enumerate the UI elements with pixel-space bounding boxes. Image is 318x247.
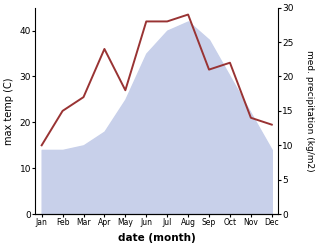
- Y-axis label: max temp (C): max temp (C): [4, 77, 14, 145]
- Y-axis label: med. precipitation (kg/m2): med. precipitation (kg/m2): [305, 50, 314, 172]
- X-axis label: date (month): date (month): [118, 233, 196, 243]
